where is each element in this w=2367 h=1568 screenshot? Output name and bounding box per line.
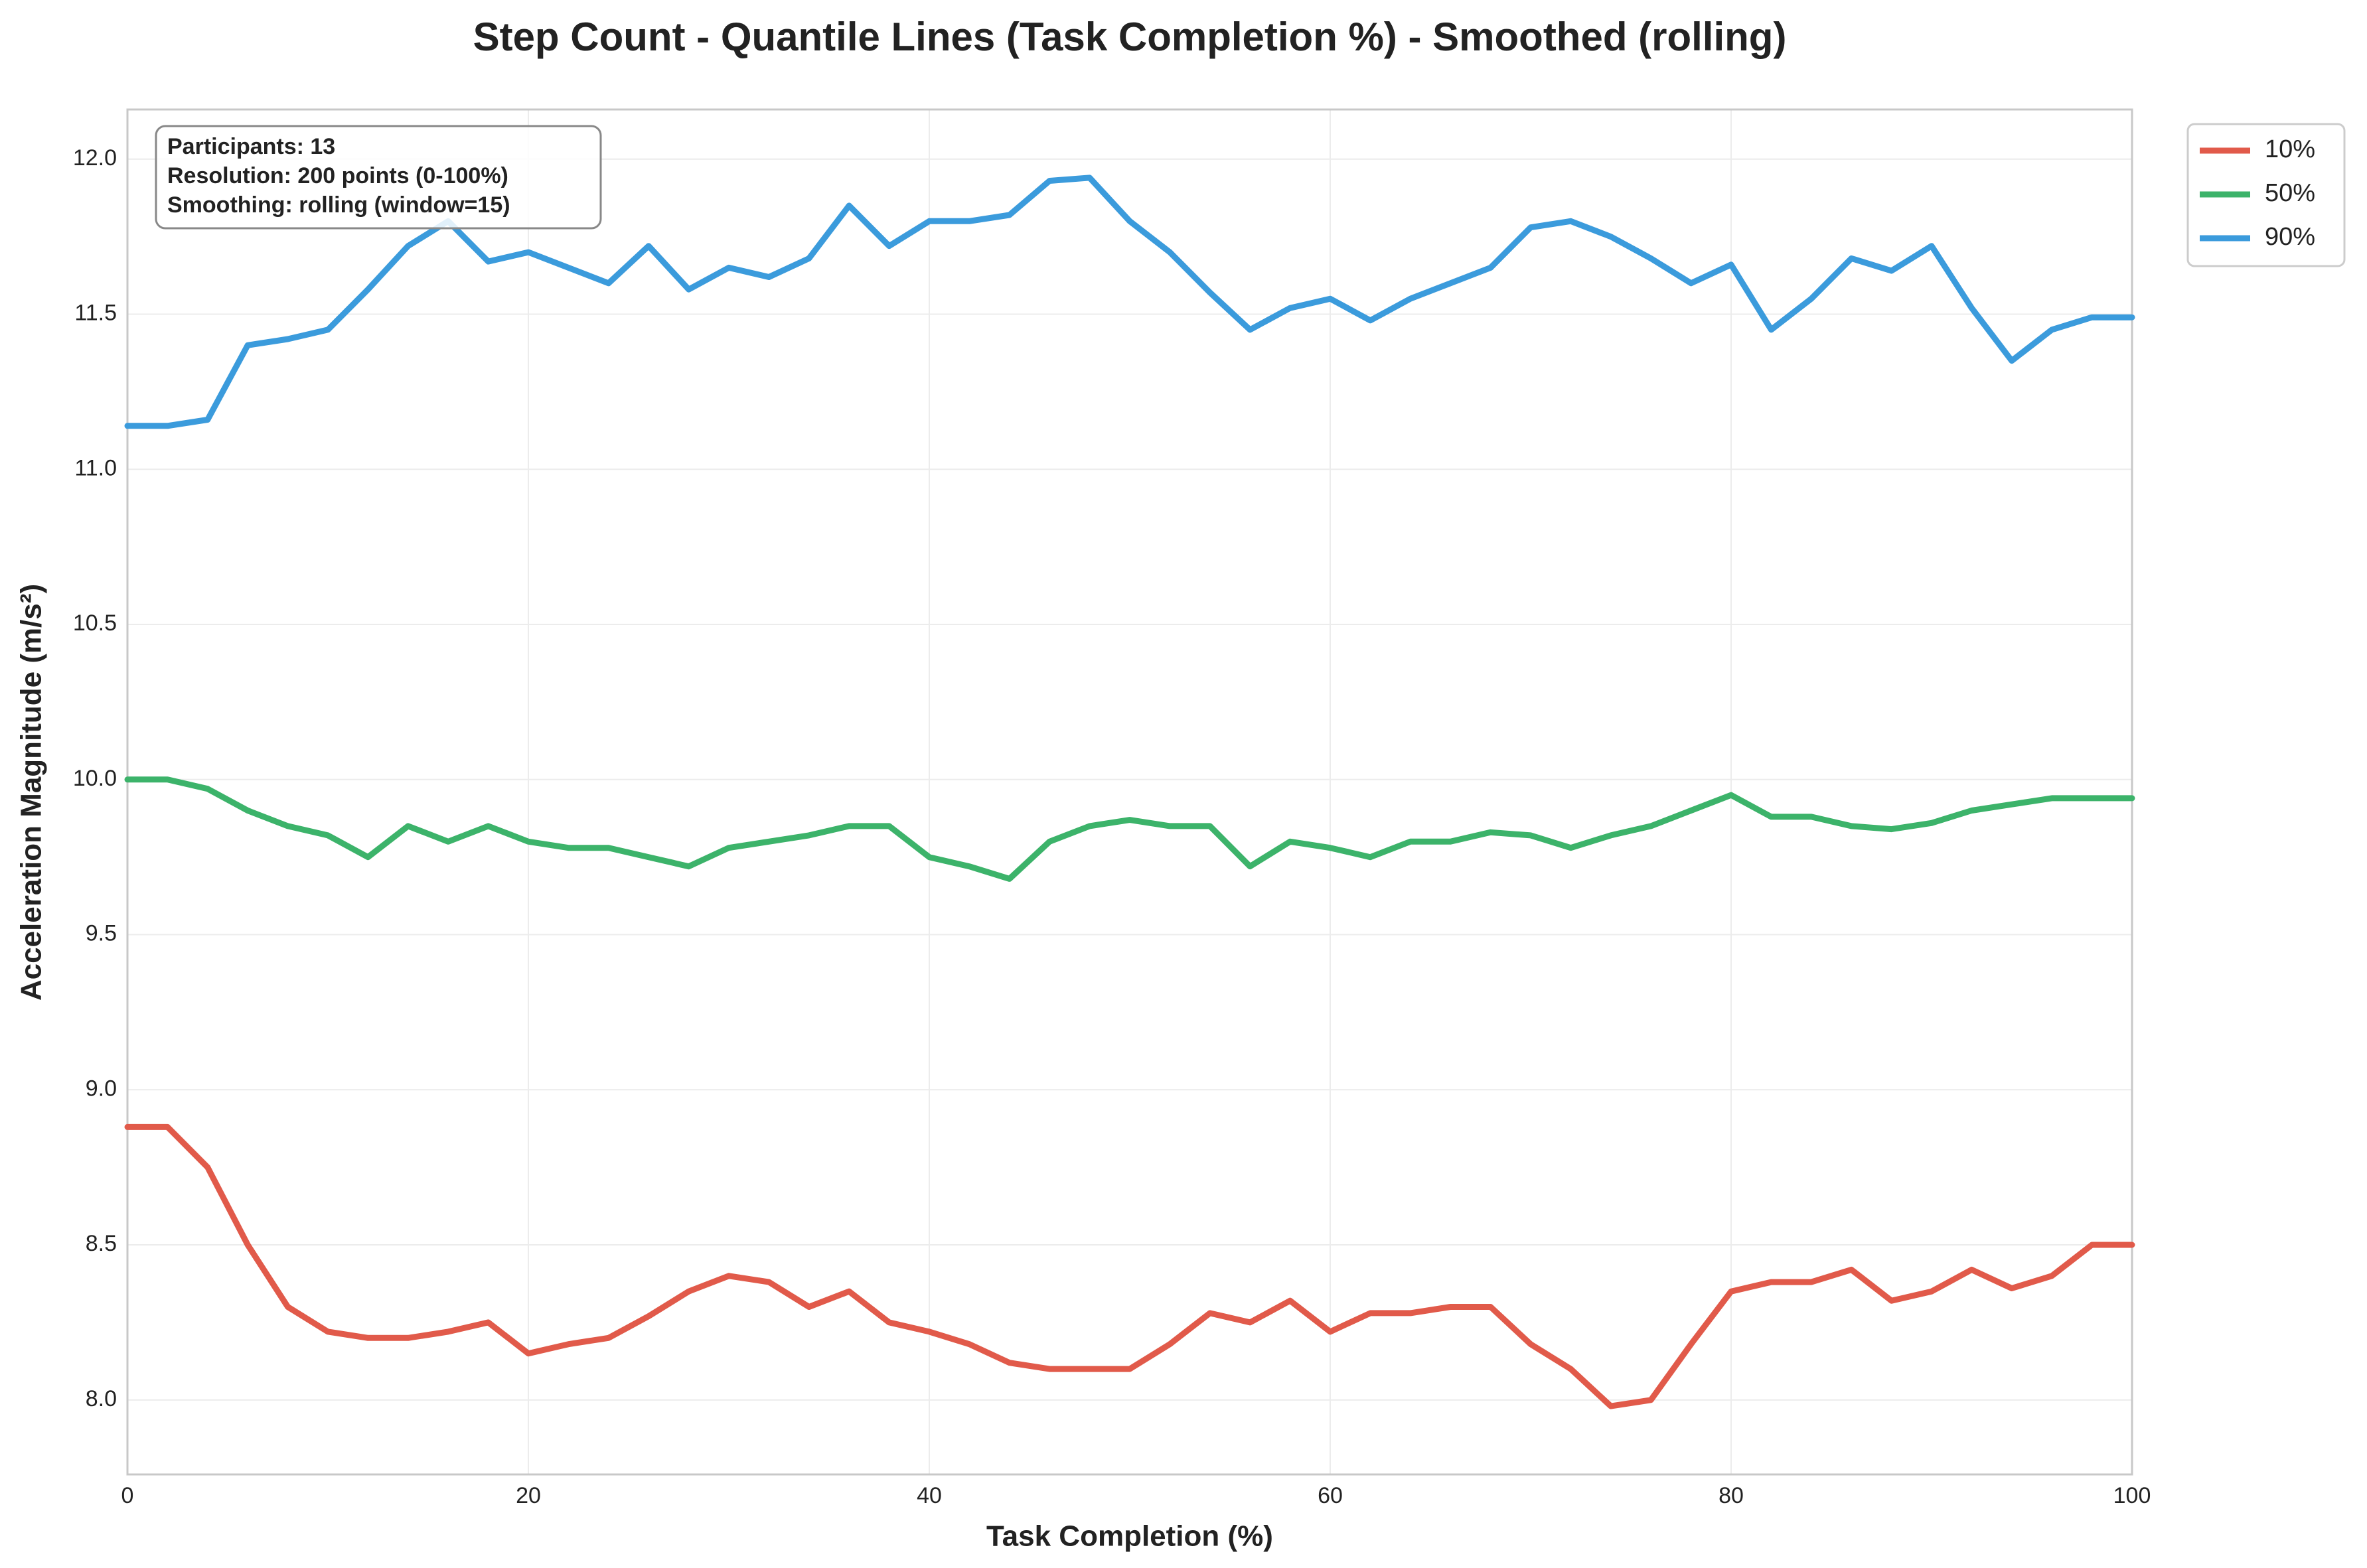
- line-series: [124, 776, 2135, 882]
- x-tick-label: 20: [516, 1483, 541, 1508]
- y-axis-label: Acceleration Magnitude (m/s²): [15, 584, 48, 1001]
- x-axis-label: Task Completion (%): [986, 1520, 1273, 1553]
- x-tick-label: 100: [2113, 1483, 2151, 1508]
- line-series: [124, 1123, 2135, 1409]
- annotation-frame: [155, 125, 602, 230]
- x-tick-label: 40: [917, 1483, 942, 1508]
- annotation-box: Participants: 13 Resolution: 200 points (…: [155, 125, 602, 230]
- y-tick-label: 10.0: [73, 766, 117, 791]
- y-tick-label: 10.5: [73, 610, 117, 636]
- y-tick-label: 11.5: [74, 301, 117, 326]
- y-tick-label: 8.5: [86, 1231, 117, 1256]
- plot-frame: [126, 108, 2133, 1476]
- legend: 10% 50% 90%: [2186, 123, 2346, 267]
- legend-label: 50%: [2265, 179, 2315, 207]
- annotation-text: Resolution: 200 points (0-100%): [167, 163, 508, 188]
- y-tick-label: 11.0: [74, 455, 117, 480]
- y-tick-label: 8.0: [86, 1386, 117, 1411]
- legend-label: 10%: [2265, 135, 2315, 163]
- legend-label: 90%: [2265, 223, 2315, 251]
- line-series: [124, 175, 2135, 429]
- x-tick-label: 0: [121, 1483, 134, 1508]
- x-tick-label: 80: [1718, 1483, 1744, 1508]
- x-tick-label: 60: [1318, 1483, 1343, 1508]
- legend-frame: [2186, 123, 2346, 267]
- y-tick-label: 9.0: [86, 1076, 117, 1101]
- annotation-text: Smoothing: rolling (window=15): [167, 192, 510, 218]
- y-tick-label: 9.5: [86, 921, 117, 946]
- y-tick-label: 12.0: [73, 145, 117, 171]
- chart-title: Step Count - Quantile Lines (Task Comple…: [473, 15, 1787, 59]
- annotation-text: Participants: 13: [167, 134, 335, 159]
